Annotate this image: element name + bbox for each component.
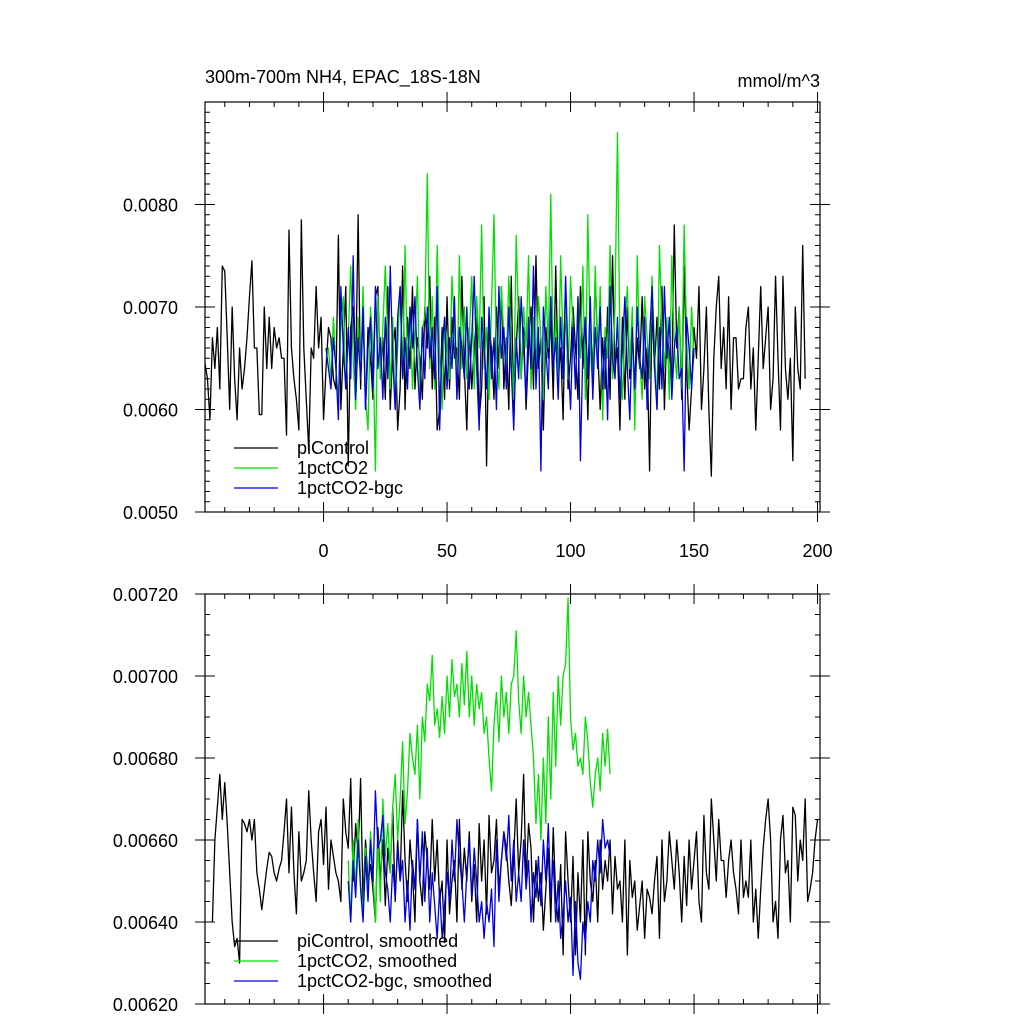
top-series-line-1 bbox=[325, 132, 695, 472]
top-xtick-label-4: 200 bbox=[803, 541, 833, 561]
bottom-series-layer bbox=[211, 597, 819, 981]
top-chart-title: 300m-700m NH4, EPAC_18S-18N bbox=[205, 67, 481, 88]
bottom-panel: 0.00620 0.00640 0.00660 0.00680 0.00700 0.007… bbox=[113, 584, 830, 1015]
bottom-y-tick-labels: 0.00620 0.00640 0.00660 0.00680 0.00700 0.007… bbox=[113, 585, 178, 1015]
top-series-line-2 bbox=[325, 255, 695, 472]
bottom-series-line-0 bbox=[211, 773, 819, 964]
bottom-series-line-1 bbox=[347, 597, 611, 923]
bottom-series-line-2 bbox=[347, 790, 611, 981]
top-x-tick-labels: 0 50 100 150 200 bbox=[319, 541, 833, 561]
bottom-ytick-label-4: 0.00700 bbox=[113, 667, 178, 687]
bottom-legend-label-2: 1pctCO2-bgc, smoothed bbox=[297, 971, 492, 991]
top-ticks-layer bbox=[195, 92, 830, 522]
top-xtick-label-0: 0 bbox=[319, 541, 329, 561]
top-xtick-label-2: 100 bbox=[556, 541, 586, 561]
bottom-ticks-layer bbox=[195, 584, 830, 1014]
top-chart-units: mmol/m^3 bbox=[738, 71, 820, 91]
bottom-legend-label-1: 1pctCO2, smoothed bbox=[297, 951, 457, 971]
top-xtick-label-3: 150 bbox=[679, 541, 709, 561]
bottom-ytick-label-1: 0.00640 bbox=[113, 913, 178, 933]
top-series-layer bbox=[205, 132, 806, 477]
bottom-ytick-label-5: 0.00720 bbox=[113, 585, 178, 605]
bottom-legend-label-0: piControl, smoothed bbox=[297, 931, 458, 951]
top-legend-label-0: piControl bbox=[297, 438, 369, 458]
top-y-tick-labels: 0.0050 0.0060 0.0070 0.0080 bbox=[123, 196, 178, 524]
top-plot-clip bbox=[205, 132, 806, 477]
top-xtick-label-1: 50 bbox=[437, 541, 457, 561]
top-ytick-label-1: 0.0060 bbox=[123, 401, 178, 421]
top-ytick-label-3: 0.0080 bbox=[123, 196, 178, 216]
bottom-ytick-label-3: 0.00680 bbox=[113, 749, 178, 769]
top-ytick-label-2: 0.0070 bbox=[123, 298, 178, 318]
top-legend-label-2: 1pctCO2-bgc bbox=[297, 478, 403, 498]
bottom-ytick-label-0: 0.00620 bbox=[113, 995, 178, 1015]
top-ytick-label-0: 0.0050 bbox=[123, 503, 178, 523]
bottom-ytick-label-2: 0.00660 bbox=[113, 831, 178, 851]
top-legend-label-1: 1pctCO2 bbox=[297, 458, 368, 478]
top-panel: 300m-700m NH4, EPAC_18S-18N mmol/m^3 0.0… bbox=[123, 67, 833, 561]
